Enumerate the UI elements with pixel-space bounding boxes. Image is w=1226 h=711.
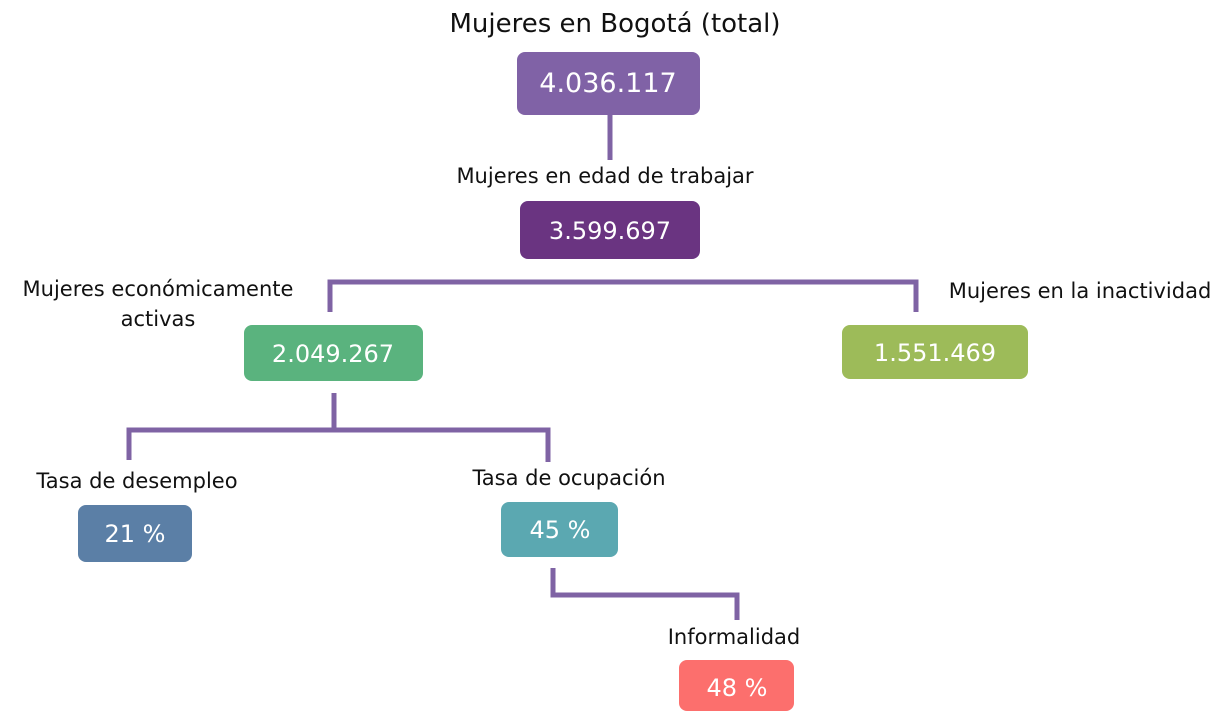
node-label: Tasa de ocupación [471,466,665,490]
node-label: Informalidad [668,625,801,649]
node-box [842,325,1028,379]
node-label-wrap: Mujeres económicamente activas [22,277,294,331]
node-box [517,52,700,115]
node-value: 48 % [707,674,768,702]
node-box [244,325,423,381]
node-box [78,505,192,562]
node-label: Mujeres en edad de trabajar [456,164,753,188]
node-box [520,201,700,259]
connector [327,279,919,312]
node-value: 1.551.469 [874,339,996,367]
connector [550,568,740,620]
node-label: Tasa de desempleo [35,469,237,493]
node-label: Mujeres en la inactividad [949,279,1212,303]
node-value: 4.036.117 [539,68,676,99]
node-label: Mujeres económicamente activas [22,277,294,331]
node-box [501,502,618,557]
node-value: 2.049.267 [272,340,394,368]
node-value: 3.599.697 [549,217,671,245]
node-value: 45 % [530,516,591,544]
node-label: Mujeres en Bogotá (total) [449,9,780,39]
node-box [679,660,794,711]
connector [126,427,551,462]
node-value: 21 % [105,520,166,548]
